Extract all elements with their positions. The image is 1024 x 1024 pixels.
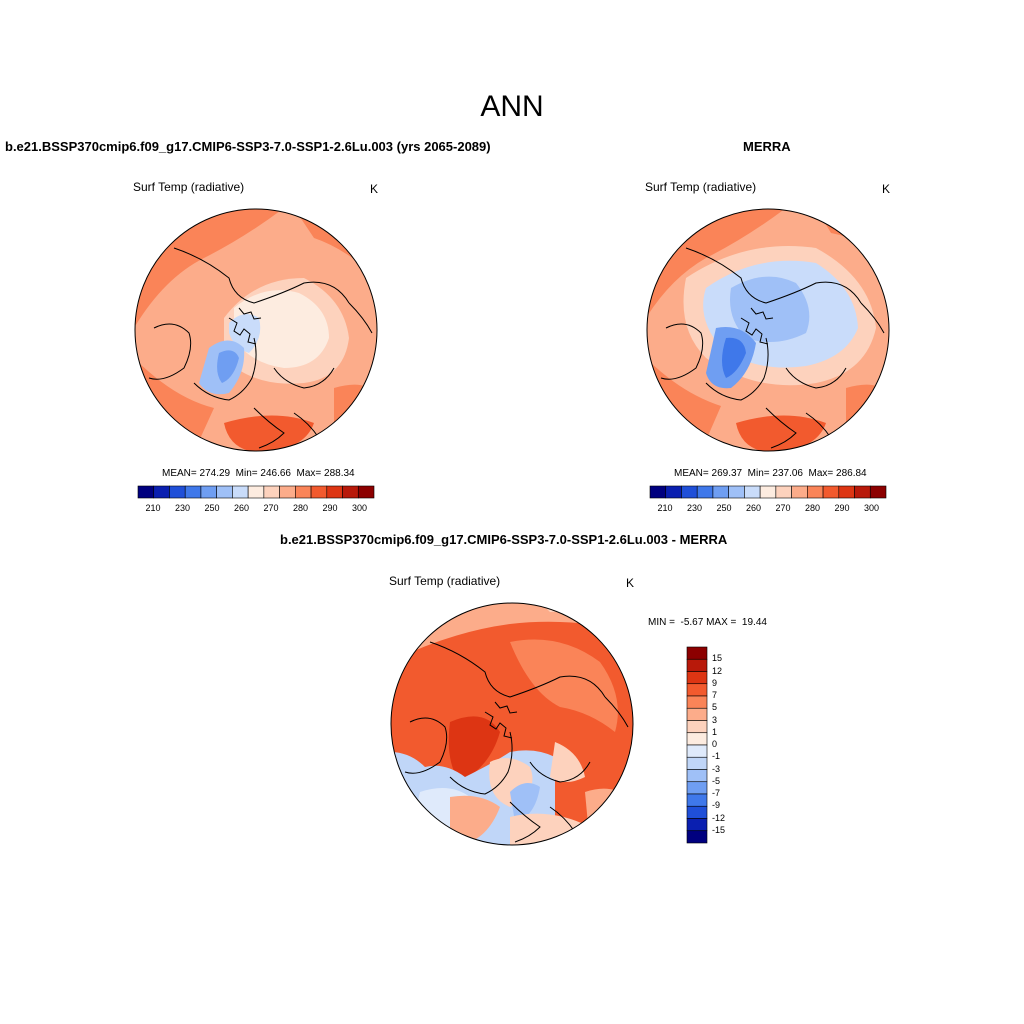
obs-polar-map	[646, 208, 890, 452]
obs-colorbar-box	[869, 485, 887, 499]
diff-colorbar-box	[686, 683, 708, 697]
model-colorbar-tick-label: 300	[351, 503, 368, 513]
diff-stats: MIN = -5.67 MAX = 19.44	[648, 617, 767, 628]
model-variable-label: Surf Temp (radiative)	[133, 180, 245, 194]
model-panel-title: b.e21.BSSP370cmip6.f09_g17.CMIP6-SSP3-7.…	[5, 139, 491, 154]
model-colorbar-box	[326, 485, 343, 499]
obs-colorbar-box	[728, 485, 745, 499]
obs-colorbar	[649, 485, 887, 499]
diff-colorbar	[686, 646, 708, 844]
diff-panel-title: b.e21.BSSP370cmip6.f09_g17.CMIP6-SSP3-7.…	[280, 532, 728, 547]
diff-colorbar-tick-label: 0	[712, 739, 718, 749]
model-colorbar-box	[263, 485, 280, 499]
obs-colorbar-tick-label: 300	[863, 503, 880, 513]
model-colorbar-tick-label: 250	[204, 503, 220, 513]
model-colorbar-box	[169, 485, 186, 499]
model-polar-map	[134, 208, 378, 452]
model-colorbar-box	[137, 485, 155, 499]
diff-colorbar-tick-label: 9	[712, 677, 718, 688]
diff-colorbar-box	[686, 707, 708, 721]
diff-colorbar-box	[686, 781, 708, 795]
diff-colorbar-box	[686, 769, 708, 783]
model-colorbar-box	[357, 485, 375, 499]
obs-colorbar-box	[807, 485, 824, 499]
obs-colorbar-box	[759, 485, 777, 499]
obs-colorbar-tick-label: 250	[716, 503, 732, 513]
diff-colorbar-box	[686, 744, 708, 758]
obs-variable-label: Surf Temp (radiative)	[645, 180, 757, 194]
obs-colorbar-tick-label: 230	[686, 503, 703, 513]
diff-colorbar-tick-label: 15	[712, 653, 723, 664]
diff-colorbar-tick-label: 1	[712, 726, 718, 737]
model-colorbar-box	[279, 485, 296, 499]
diff-colorbar-box	[686, 695, 708, 709]
diff-colorbar-tick-label: 5	[712, 702, 718, 713]
diff-colorbar-box	[686, 818, 708, 832]
model-colorbar-box	[342, 485, 359, 499]
obs-colorbar-box	[775, 485, 792, 499]
diff-colorbar-box	[686, 793, 708, 807]
diff-colorbar-box	[686, 805, 708, 819]
model-stats: MEAN= 274.29 Min= 246.66 Max= 288.34	[162, 468, 355, 479]
model-colorbar-tick-label: 230	[174, 503, 191, 513]
model-colorbar-tick-label: 290	[322, 503, 338, 513]
model-colorbar-tick-label: 210	[145, 503, 161, 513]
obs-colorbar-box	[838, 485, 855, 499]
obs-colorbar-box	[665, 485, 682, 499]
obs-colorbar-box	[712, 485, 729, 499]
diff-colorbar-box	[686, 720, 708, 734]
diff-colorbar-box	[686, 732, 708, 746]
obs-colorbar-box	[822, 485, 840, 499]
obs-colorbar-tick-label: 270	[775, 503, 791, 513]
obs-panel-title: MERRA	[743, 139, 791, 154]
diff-variable-label: Surf Temp (radiative)	[389, 574, 501, 588]
obs-colorbar-box	[649, 485, 667, 499]
diff-colorbar-tick-label: -1	[712, 751, 721, 762]
obs-colorbar-box	[744, 485, 761, 499]
obs-colorbar-box	[681, 485, 698, 499]
model-units-label: K	[370, 182, 379, 196]
model-colorbar-box	[184, 485, 202, 499]
model-colorbar-box	[295, 485, 312, 499]
diff-colorbar-box	[686, 658, 708, 672]
obs-colorbar-tick-label: 260	[745, 503, 762, 513]
model-colorbar-box	[216, 485, 233, 499]
obs-colorbar-tick-label: 280	[804, 503, 821, 513]
model-colorbar-box	[247, 485, 265, 499]
obs-colorbar-tick-label: 210	[657, 503, 673, 513]
diff-colorbar-box	[686, 830, 708, 844]
diff-colorbar-tick-label: -5	[712, 775, 721, 786]
model-colorbar-box	[200, 485, 217, 499]
main-title: ANN	[480, 90, 544, 123]
diff-colorbar-tick-label: -3	[712, 763, 721, 774]
model-colorbar-box	[310, 485, 328, 499]
model-colorbar-box	[153, 485, 170, 499]
diff-colorbar-tick-label: -12	[712, 812, 726, 823]
obs-colorbar-box	[854, 485, 871, 499]
diff-colorbar-tick-label: 3	[712, 714, 718, 725]
diff-colorbar-tick-label: -9	[712, 800, 721, 811]
obs-colorbar-tick-label: 290	[834, 503, 850, 513]
diff-units-label: K	[626, 576, 635, 590]
model-colorbar	[137, 485, 375, 499]
diff-colorbar-tick-label: -7	[712, 788, 721, 798]
obs-colorbar-box	[696, 485, 714, 499]
model-colorbar-tick-label: 280	[292, 503, 309, 513]
obs-units-label: K	[882, 182, 891, 196]
diff-colorbar-tick-label: 7	[712, 690, 718, 700]
diff-colorbar-box	[686, 756, 708, 770]
diff-polar-map	[390, 602, 634, 846]
diff-colorbar-box	[686, 671, 708, 685]
obs-colorbar-box	[791, 485, 808, 499]
diff-colorbar-box	[686, 646, 708, 660]
model-colorbar-tick-label: 260	[233, 503, 250, 513]
diff-colorbar-tick-label: -15	[712, 824, 726, 835]
diff-colorbar-tick-label: 12	[712, 665, 723, 676]
model-colorbar-box	[232, 485, 249, 499]
model-colorbar-tick-label: 270	[263, 503, 279, 513]
obs-stats: MEAN= 269.37 Min= 237.06 Max= 286.84	[674, 468, 867, 479]
